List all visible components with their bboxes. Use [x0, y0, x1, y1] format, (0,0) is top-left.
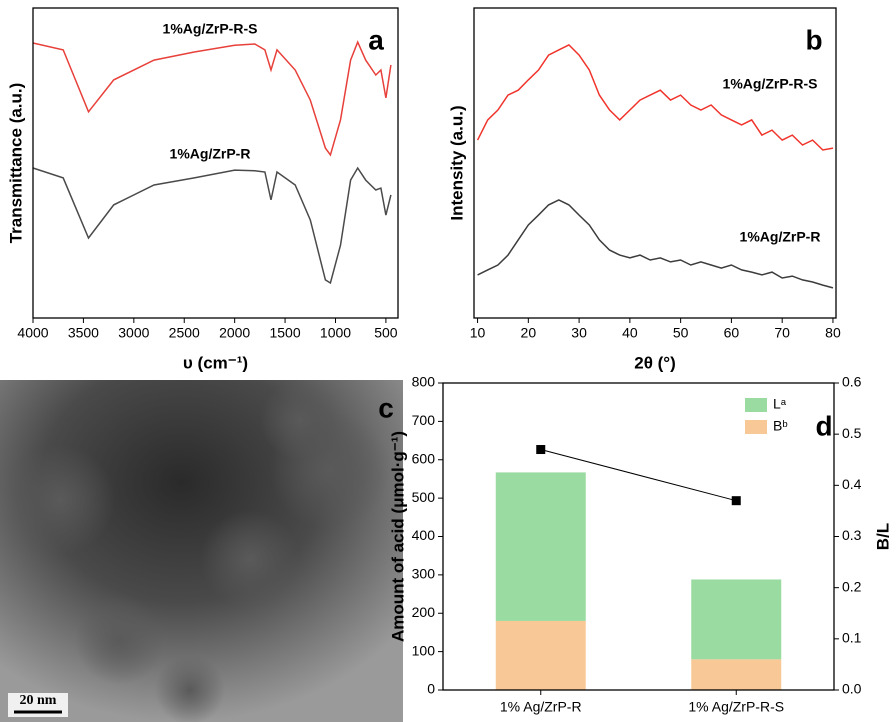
y2-tick-label: 0.2: [842, 578, 862, 594]
series-label: 1%Ag/ZrP-R: [170, 146, 251, 162]
legend-swatch: [745, 398, 767, 412]
x-tick-label: 1500: [269, 325, 300, 341]
panel-label: d: [815, 410, 832, 441]
x-tick-label: 10: [470, 325, 486, 341]
ratio-point: [536, 445, 546, 455]
y-tick-label: 200: [412, 604, 436, 620]
plot-frame: [473, 7, 837, 319]
y2-tick-label: 0.4: [842, 476, 862, 492]
x-tick-label: 4000: [17, 325, 48, 341]
x-tick-label: 3000: [118, 325, 149, 341]
x-tick-label: 3500: [68, 325, 99, 341]
y2-axis-label: B/L: [873, 523, 892, 550]
y-axis-label: Intensity (a.u.): [447, 105, 466, 220]
x-tick-label: 20: [521, 325, 537, 341]
legend-label: Lᵃ: [773, 396, 787, 412]
series-label: 1%Ag/ZrP-R-S: [723, 76, 818, 92]
particle-cluster: [75, 595, 165, 685]
series-line: [32, 166, 392, 285]
x-tick-label: 500: [374, 325, 398, 341]
y-tick-label: 700: [412, 412, 436, 428]
plot-frame: [32, 7, 399, 319]
legend-label: Bᵇ: [773, 418, 788, 434]
y-tick-label: 800: [412, 374, 436, 390]
series-line: [476, 43, 834, 151]
particle-cluster: [200, 510, 300, 610]
y-tick-label: 600: [412, 450, 436, 466]
y-tick-label: 500: [412, 489, 436, 505]
x-tick-label: 40: [622, 325, 638, 341]
ratio-point: [731, 496, 741, 506]
y2-tick-label: 0.0: [842, 681, 862, 697]
y-tick-label: 400: [412, 527, 436, 543]
x-tick-label: 50: [673, 325, 689, 341]
particle-cluster: [155, 655, 225, 722]
y-axis-label: Amount of acid (μmol·g⁻¹): [388, 431, 407, 642]
series-label: 1%Ag/ZrP-R: [740, 229, 821, 245]
bar-segment: [495, 472, 586, 621]
bar-segment: [691, 579, 782, 660]
x-axis-label: 2θ (°): [634, 353, 676, 372]
x-axis-label: υ (cm⁻¹): [183, 353, 248, 372]
x-tick-label: 1% Ag/ZrP-R: [500, 699, 582, 715]
series-line: [477, 199, 834, 289]
particle-cluster: [5, 445, 115, 555]
particle-cluster: [260, 380, 340, 460]
y2-tick-label: 0.1: [842, 630, 862, 646]
y2-tick-label: 0.3: [842, 527, 862, 543]
series-line: [32, 40, 392, 157]
bar-segment: [691, 659, 782, 690]
ratio-line: [540, 449, 737, 502]
panel-label: a: [368, 24, 384, 55]
y-tick-label: 0: [427, 681, 435, 697]
scale-bar-label: 20 nm: [20, 693, 57, 708]
x-tick-label: 60: [724, 325, 740, 341]
y2-tick-label: 0.6: [842, 374, 862, 390]
panel-label: b: [805, 24, 822, 55]
series-label: 1%Ag/ZrP-R-S: [163, 21, 258, 37]
x-tick-label: 1% Ag/ZrP-R-S: [688, 699, 784, 715]
legend-swatch: [745, 420, 767, 434]
x-tick-label: 30: [571, 325, 587, 341]
panel-label: c: [378, 392, 394, 423]
y-axis-label: Transmittance (a.u.): [6, 83, 25, 244]
y2-tick-label: 0.5: [842, 425, 862, 441]
y-tick-label: 100: [412, 642, 436, 658]
bar-segment: [495, 620, 586, 690]
x-tick-label: 70: [774, 325, 790, 341]
x-tick-label: 2500: [169, 325, 200, 341]
x-tick-label: 80: [825, 325, 841, 341]
x-tick-label: 2000: [219, 325, 250, 341]
y-tick-label: 300: [412, 566, 436, 582]
x-tick-label: 1000: [320, 325, 351, 341]
